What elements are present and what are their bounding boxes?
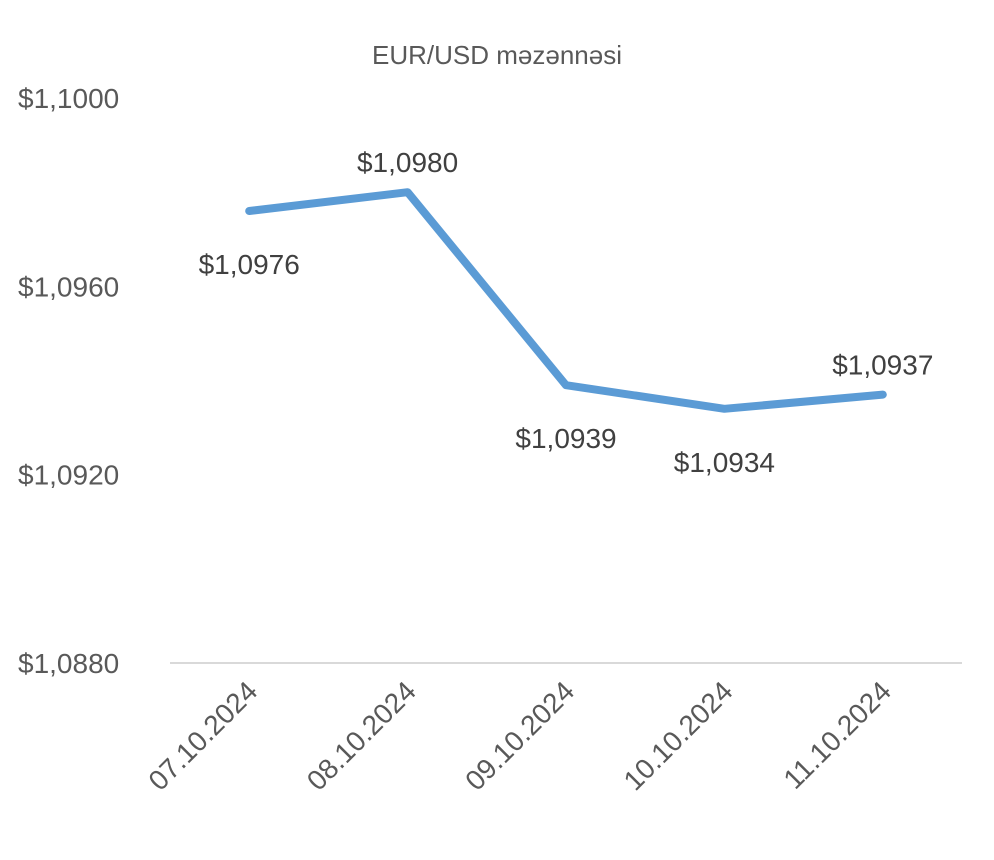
x-tick-label: 11.10.2024 [777, 675, 897, 795]
x-tick-label: 08.10.2024 [301, 675, 422, 796]
data-label: $1,0934 [674, 447, 775, 478]
data-label: $1,0937 [832, 350, 933, 381]
y-tick-label: $1,0920 [18, 460, 119, 491]
data-labels: $1,0976 $1,0980 $1,0939 $1,0934 $1,0937 [199, 147, 934, 478]
y-tick-label: $1,0880 [18, 648, 119, 679]
x-tick-label: 09.10.2024 [459, 675, 580, 796]
x-axis: 07.10.2024 08.10.2024 09.10.2024 10.10.2024… [142, 675, 897, 796]
series-line [245, 188, 887, 413]
y-axis: $1,0880 $1,0920 $1,0960 $1,1000 [18, 83, 119, 679]
data-label: $1,0980 [357, 147, 458, 178]
x-tick-label: 07.10.2024 [142, 675, 263, 796]
x-tick-label: 10.10.2024 [618, 675, 739, 796]
y-tick-label: $1,1000 [18, 83, 119, 114]
data-label: $1,0976 [199, 249, 300, 280]
chart-title: EUR/USD məzənnəsi [372, 40, 622, 70]
data-label: $1,0939 [515, 423, 616, 454]
y-tick-label: $1,0960 [18, 271, 119, 302]
